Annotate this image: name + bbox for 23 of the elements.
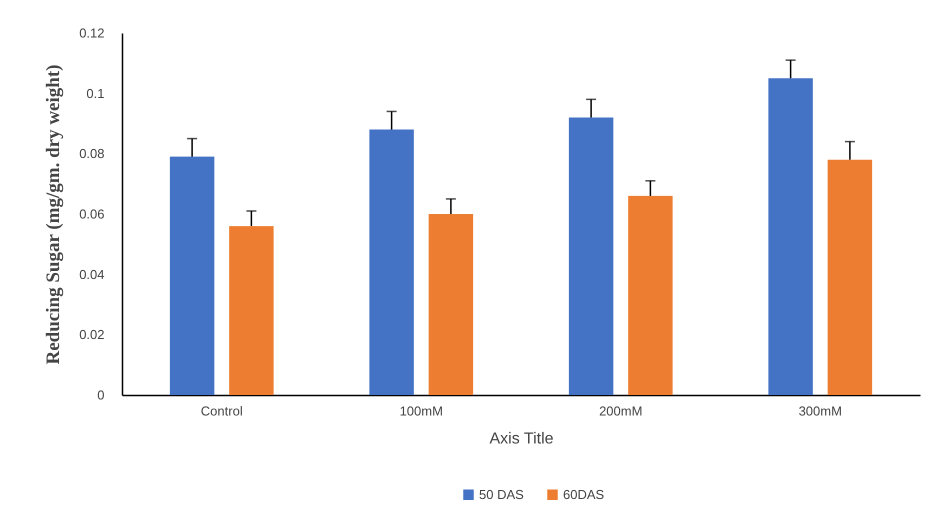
bar bbox=[768, 78, 813, 395]
bar bbox=[568, 117, 614, 395]
x-tick-label: 300mM bbox=[798, 404, 842, 418]
x-axis-title: Axis Title bbox=[489, 430, 554, 448]
y-axis-title: Reducing Sugar (mg/gm. dry weight) bbox=[43, 64, 64, 364]
x-tick-label: 200mM bbox=[599, 404, 642, 418]
bar bbox=[828, 160, 872, 395]
y-tick-label: 0.06 bbox=[79, 206, 104, 222]
bar bbox=[369, 130, 414, 395]
y-tick-label: 0.02 bbox=[79, 327, 104, 342]
bar bbox=[170, 156, 214, 395]
y-tick-label: 0 bbox=[97, 388, 104, 402]
bar bbox=[628, 196, 673, 395]
x-tick-label: 100mM bbox=[400, 404, 443, 418]
bar bbox=[428, 214, 474, 395]
y-tick-label: 0.08 bbox=[79, 146, 104, 162]
bar bbox=[229, 226, 274, 395]
legend-label: 60DAS bbox=[563, 486, 605, 502]
y-tick-label: 0.04 bbox=[79, 266, 104, 282]
y-tick-label: 0.12 bbox=[79, 26, 104, 40]
x-tick-label: Control bbox=[200, 404, 243, 418]
legend-label: 50 DAS bbox=[479, 486, 524, 502]
y-tick-label: 0.1 bbox=[86, 86, 104, 101]
